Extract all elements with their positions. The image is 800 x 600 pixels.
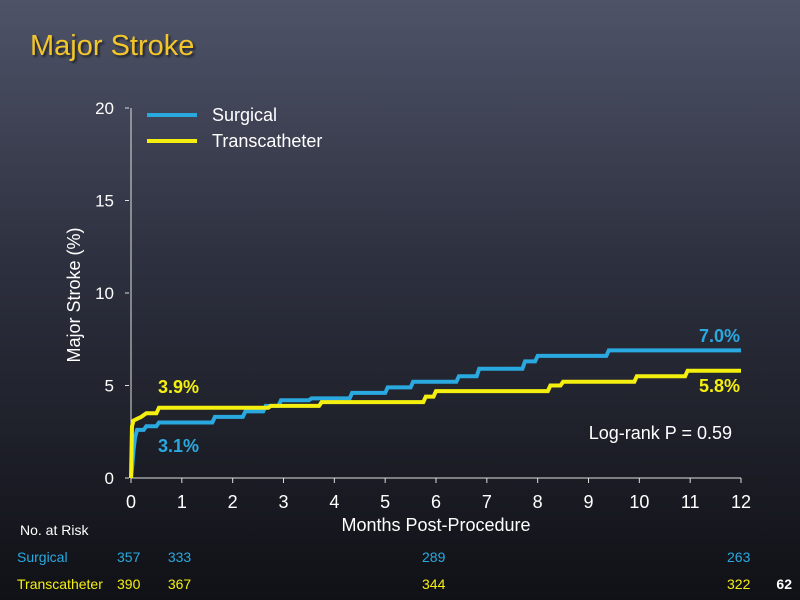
x-tick-label: 9 xyxy=(583,492,593,512)
page-number: 62 xyxy=(776,576,792,592)
risk-count: 357 xyxy=(117,549,141,565)
x-tick-label: 0 xyxy=(126,492,136,512)
series-lines xyxy=(129,348,741,479)
x-tick-label: 3 xyxy=(278,492,288,512)
risk-count: 322 xyxy=(727,576,751,592)
y-tick-label: 10 xyxy=(95,284,114,303)
x-tick-label: 6 xyxy=(431,492,441,512)
x-tick-label: 10 xyxy=(629,492,649,512)
surgical-early-label: 3.1% xyxy=(158,436,199,456)
surgical-end-label: 7.0% xyxy=(699,326,740,346)
series-line-surgical xyxy=(129,348,741,479)
y-tick-label: 0 xyxy=(105,469,114,488)
legend: Surgical Transcatheter xyxy=(147,105,322,151)
risk-row-label: Transcatheter xyxy=(17,576,103,592)
risk-count: 289 xyxy=(422,549,446,565)
data-labels: 7.0% 5.8% 3.9% 3.1% Log-rank P = 0.59 xyxy=(158,326,740,456)
log-rank-annotation: Log-rank P = 0.59 xyxy=(589,423,732,443)
transcatheter-end-label: 5.8% xyxy=(699,376,740,396)
x-axis-title: Months Post-Procedure xyxy=(341,515,530,535)
y-tick-label: 20 xyxy=(95,99,114,118)
risk-count: 333 xyxy=(167,549,192,565)
y-axis: 0 5 10 15 20 Major Stroke (%) xyxy=(64,99,132,488)
legend-label: Surgical xyxy=(212,105,277,125)
risk-count: 344 xyxy=(422,576,446,592)
y-tick-label: 15 xyxy=(95,192,114,211)
risk-row-label: Surgical xyxy=(17,549,68,565)
risk-count: 263 xyxy=(727,549,751,565)
y-axis-title: Major Stroke (%) xyxy=(64,227,84,362)
y-tick-label: 5 xyxy=(105,377,114,396)
x-tick-label: 11 xyxy=(681,492,700,512)
x-tick-label: 12 xyxy=(731,492,751,512)
x-tick-label: 5 xyxy=(380,492,390,512)
slide-title: Major Stroke xyxy=(30,30,195,62)
risk-count: 367 xyxy=(167,576,192,592)
x-tick-label: 1 xyxy=(177,492,187,512)
x-tick-label: 2 xyxy=(228,492,238,512)
legend-label: Transcatheter xyxy=(212,131,322,151)
x-tick-label: 7 xyxy=(482,492,492,512)
x-tick-label: 4 xyxy=(329,492,339,512)
series-line-transcatheter xyxy=(129,368,741,479)
risk-count: 390 xyxy=(117,576,141,592)
x-tick-label: 8 xyxy=(533,492,543,512)
risk-table-header: No. at Risk xyxy=(20,522,89,538)
transcatheter-early-label: 3.9% xyxy=(158,377,199,397)
